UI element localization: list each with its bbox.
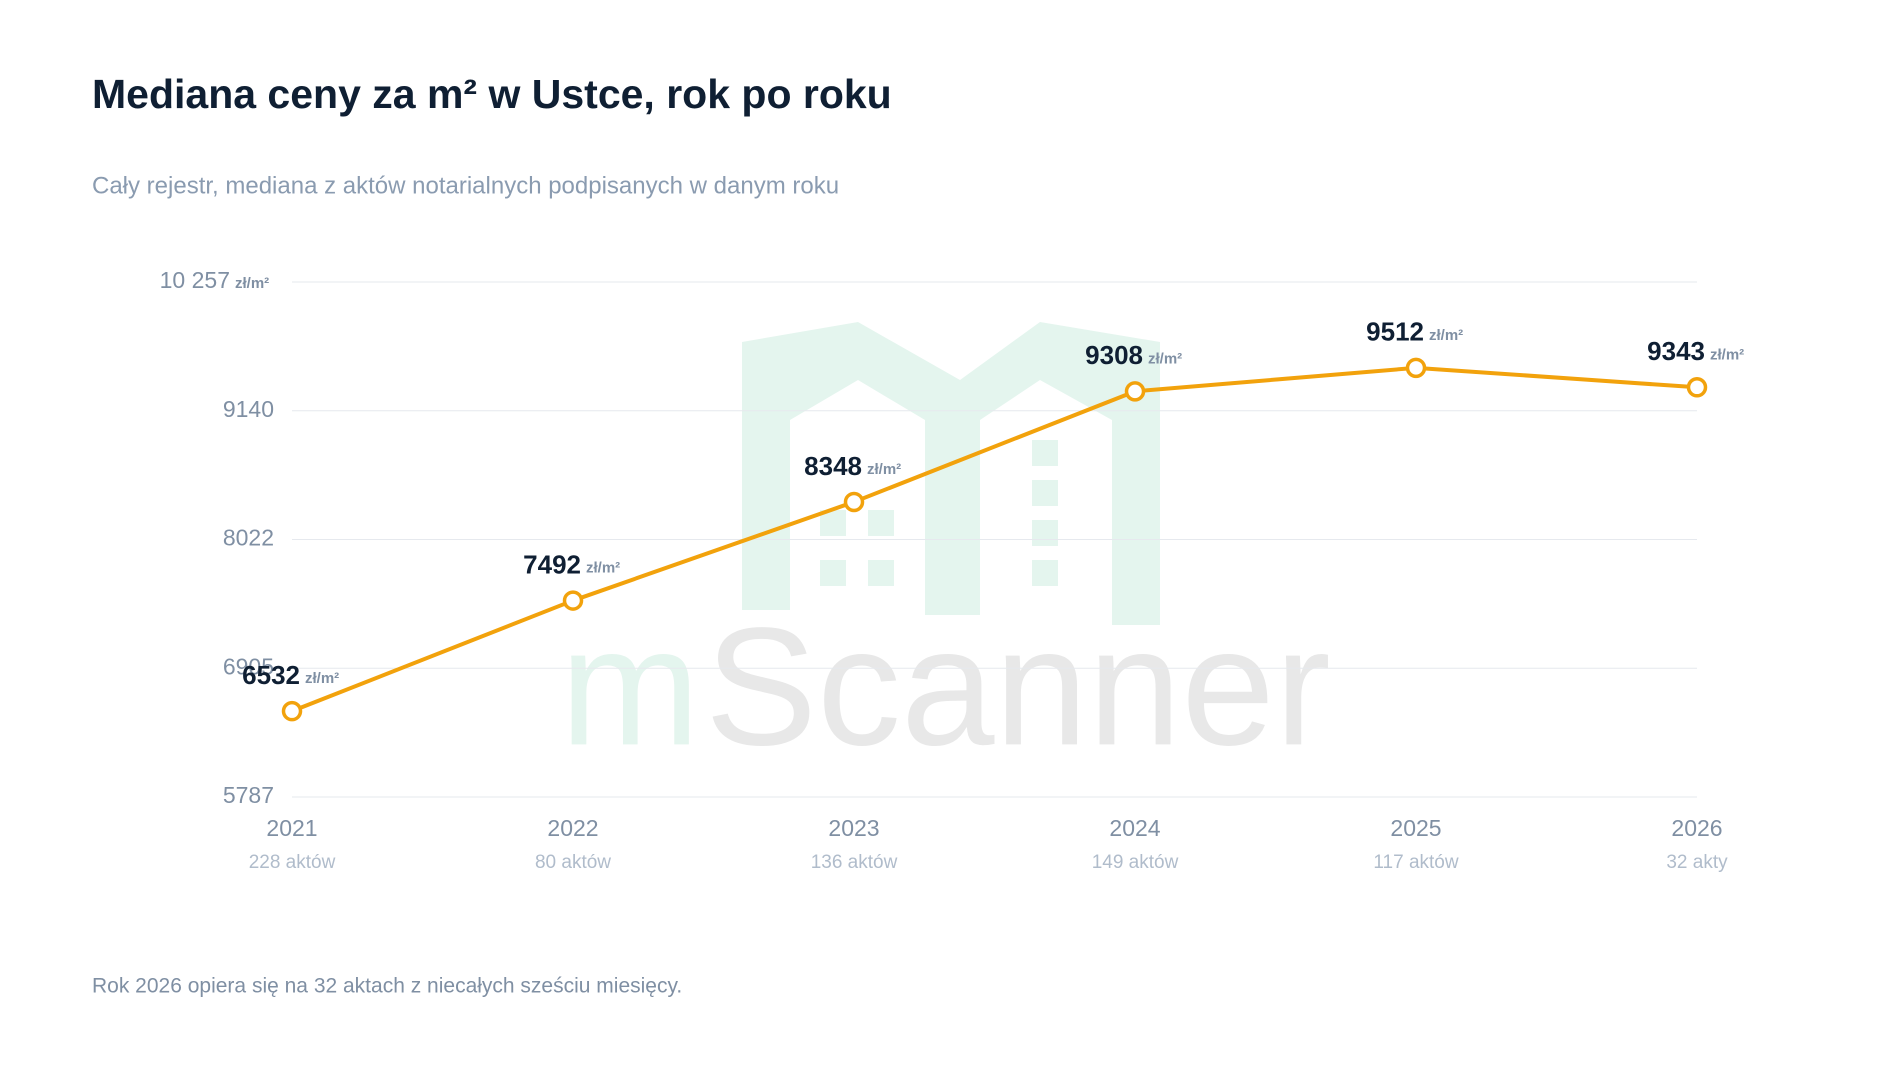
x-tick-label: 2024 xyxy=(1109,815,1160,841)
x-sub-label: 80 aktów xyxy=(535,852,611,873)
watermark-name: Scanner xyxy=(705,592,1331,780)
x-tick-label: 2025 xyxy=(1390,815,1441,841)
x-sub-label: 117 aktów xyxy=(1373,852,1458,873)
data-label-unit: zł/m² xyxy=(305,670,339,687)
watermark-prefix: m xyxy=(560,592,700,780)
data-point xyxy=(281,700,303,722)
data-label: 7492 xyxy=(523,549,581,579)
chart-title: Mediana ceny za m² w Ustce, rok po roku xyxy=(92,71,892,117)
data-point xyxy=(1405,357,1427,379)
x-sub-label: 136 aktów xyxy=(811,852,898,873)
data-label: 9308 xyxy=(1085,340,1143,370)
series-line xyxy=(291,365,1698,714)
x-tick-label: 2021 xyxy=(266,815,317,841)
footnote: Rok 2026 opiera się na 32 aktach z nieca… xyxy=(92,975,682,998)
data-label-unit: zł/m² xyxy=(1710,346,1744,363)
y-tick-label: 8022 xyxy=(223,525,274,551)
data-point xyxy=(562,590,584,611)
y-tick-label: 6905 xyxy=(223,653,274,679)
watermark-house xyxy=(742,322,1160,625)
data-point xyxy=(1124,381,1146,402)
data-label: 9343 xyxy=(1647,336,1705,366)
data-label: 9512 xyxy=(1366,317,1424,347)
x-tick-label: 2022 xyxy=(547,815,598,841)
data-point xyxy=(843,491,865,513)
data-label-unit: zł/m² xyxy=(867,461,901,478)
y-unit-label: zł/m² xyxy=(235,275,269,292)
data-label-unit: zł/m² xyxy=(1429,327,1463,344)
x-sub-label: 228 aktów xyxy=(249,852,336,873)
data-point xyxy=(1686,377,1708,398)
y-tick-label: 9140 xyxy=(223,396,274,422)
x-sub-label: 149 aktów xyxy=(1092,852,1179,873)
chart-subtitle: Cały rejestr, mediana z aktów notarialny… xyxy=(92,172,839,199)
data-label: 6532 xyxy=(242,660,300,690)
data-label-unit: zł/m² xyxy=(1148,350,1182,367)
y-tick-label: 5787 xyxy=(223,782,274,808)
x-tick-label: 2023 xyxy=(828,815,879,841)
x-tick-label: 2026 xyxy=(1671,815,1722,841)
data-label: 8348 xyxy=(804,451,862,481)
data-label-unit: zł/m² xyxy=(586,560,620,577)
y-tick-label: 10 257 xyxy=(160,267,230,293)
x-sub-label: 32 akty xyxy=(1666,852,1728,873)
